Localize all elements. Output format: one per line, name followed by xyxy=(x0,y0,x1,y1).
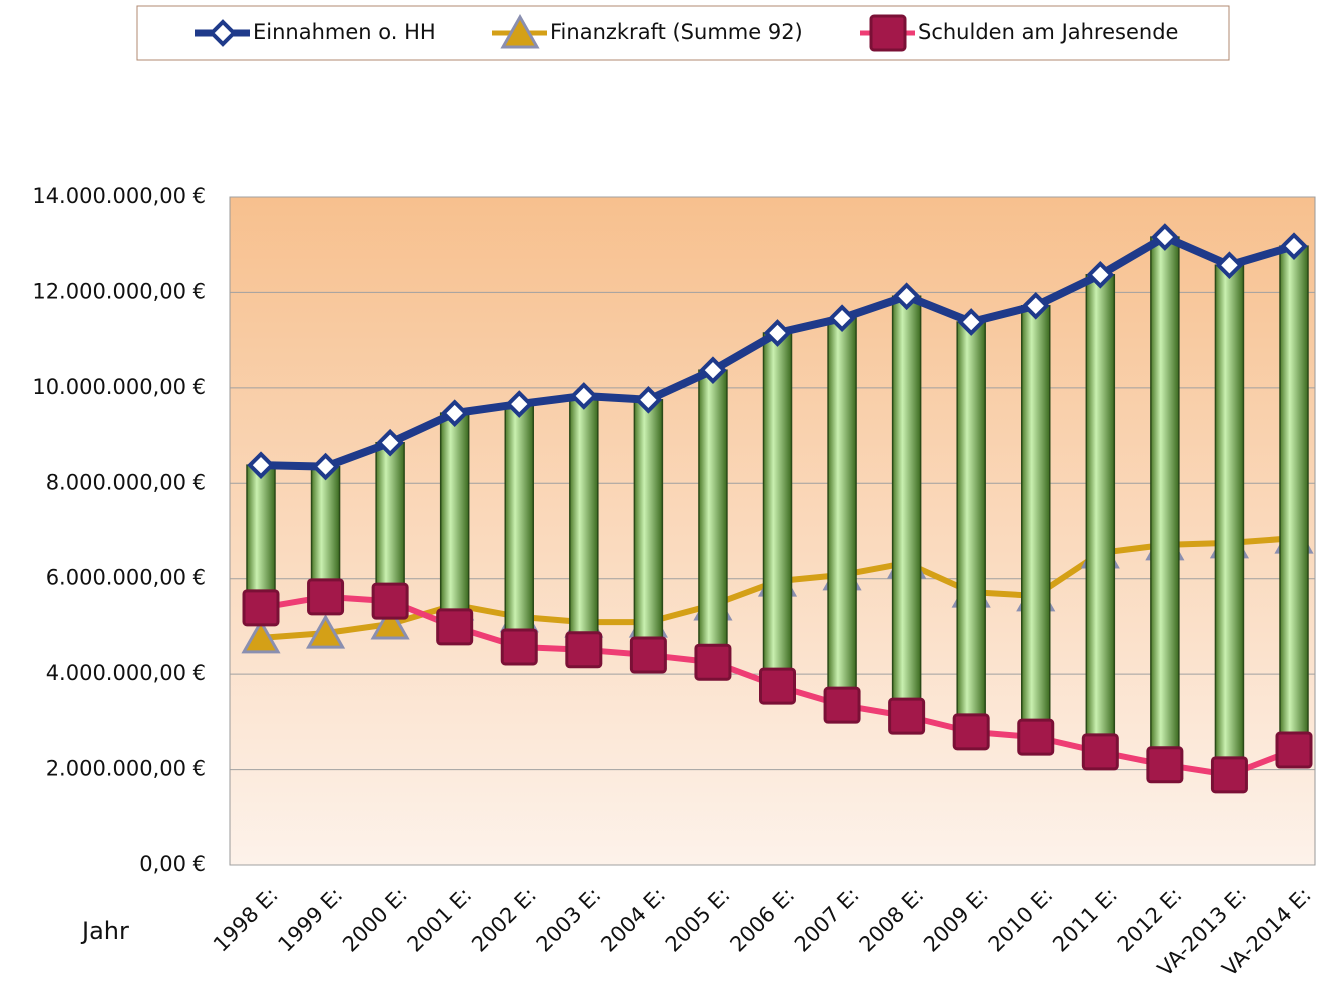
y-tick-label: 4.000.000,00 € xyxy=(46,661,206,685)
marker xyxy=(1210,756,1248,794)
up-down-bar xyxy=(1085,274,1116,753)
marker xyxy=(440,399,469,427)
x-tick-label: 1998 E: xyxy=(209,883,283,957)
x-tick-label: 2000 E: xyxy=(338,883,412,957)
up-down-bar xyxy=(504,403,534,648)
up-down-bar xyxy=(310,465,341,598)
x-axis-label: Jahr xyxy=(80,917,129,945)
x-tick-label: 2005 E: xyxy=(661,883,735,957)
marker xyxy=(505,390,534,418)
up-down-bar xyxy=(891,295,922,717)
up-down-bar xyxy=(633,399,664,656)
marker xyxy=(1215,251,1244,280)
marker xyxy=(1280,232,1308,260)
legend-box xyxy=(136,5,1230,61)
up-down-bar xyxy=(1214,264,1245,776)
y-tick-label: 2.000.000,00 € xyxy=(46,757,206,781)
marker xyxy=(242,589,280,627)
marker xyxy=(1275,731,1313,769)
marker xyxy=(241,618,281,654)
x-tick-label: 2001 E: xyxy=(403,883,477,957)
marker xyxy=(247,451,275,479)
y-tick-label: 0,00 € xyxy=(139,852,206,876)
x-tick-label: 1999 E: xyxy=(273,883,347,957)
x-tick-label: 2009 E: xyxy=(919,883,993,957)
up-down-bar xyxy=(1279,245,1309,751)
marker xyxy=(1017,718,1055,756)
marker xyxy=(694,643,732,681)
marker xyxy=(1086,260,1115,289)
legend-label: Schulden am Jahresende xyxy=(918,20,1178,44)
marker xyxy=(1151,223,1179,251)
marker xyxy=(1021,291,1050,320)
y-tick-label: 10.000.000,00 € xyxy=(32,375,206,399)
y-tick-label: 8.000.000,00 € xyxy=(46,470,206,494)
marker xyxy=(1081,733,1119,771)
marker xyxy=(1146,746,1184,784)
marker xyxy=(376,428,404,457)
marker xyxy=(957,308,986,336)
marker xyxy=(759,667,796,705)
up-down-bar xyxy=(827,317,857,706)
marker xyxy=(436,608,474,646)
x-tick-label: 2010 E: xyxy=(984,883,1058,957)
y-tick-label: 14.000.000,00 € xyxy=(32,184,206,208)
marker xyxy=(699,356,727,385)
x-tick-label: 2006 E: xyxy=(725,883,799,957)
marker xyxy=(634,385,663,414)
marker xyxy=(500,13,540,49)
marker xyxy=(209,19,237,47)
x-tick-label: 2007 E: xyxy=(790,883,864,957)
up-down-bar xyxy=(698,369,728,663)
marker xyxy=(370,605,410,640)
x-tick-label: 2011 E: xyxy=(1048,883,1122,957)
up-down-bar xyxy=(375,441,405,602)
marker xyxy=(565,631,603,669)
up-down-bar xyxy=(569,395,599,651)
up-down-bar xyxy=(1150,236,1180,766)
up-down-bar xyxy=(246,464,276,609)
marker xyxy=(952,713,990,751)
up-down-bar xyxy=(956,321,986,733)
marker xyxy=(371,582,409,620)
marker xyxy=(307,578,345,616)
up-down-bar xyxy=(1021,305,1051,738)
y-tick-label: 12.000.000,00 € xyxy=(32,279,206,303)
x-tick-label: 2002 E: xyxy=(467,883,541,957)
marker xyxy=(569,382,598,410)
y-tick-label: 6.000.000,00 € xyxy=(46,566,206,590)
marker xyxy=(763,319,792,347)
up-down-bar xyxy=(439,412,470,628)
marker xyxy=(311,452,340,481)
x-tick-label: 2003 E: xyxy=(532,883,606,957)
up-down-bar xyxy=(762,332,793,687)
marker xyxy=(500,628,538,666)
marker xyxy=(892,282,921,311)
marker xyxy=(629,636,667,674)
marker xyxy=(888,697,926,735)
marker xyxy=(869,14,907,52)
x-tick-label: 2004 E: xyxy=(596,883,670,957)
legend-label: Finanzkraft (Summe 92) xyxy=(550,20,803,44)
marker xyxy=(823,686,861,724)
legend-label: Einnahmen o. HH xyxy=(253,20,436,44)
x-tick-label: 2008 E: xyxy=(855,883,929,957)
marker xyxy=(305,614,346,649)
marker xyxy=(828,304,856,333)
